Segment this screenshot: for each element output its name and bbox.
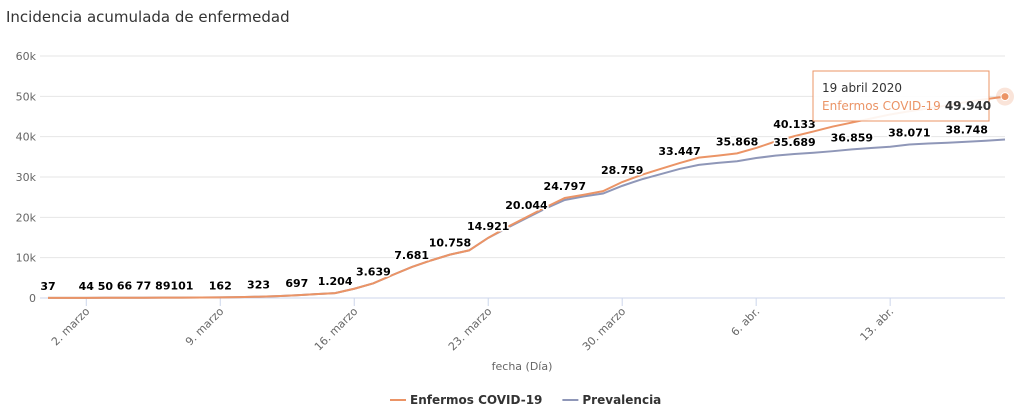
x-tick-label: 2. marzo xyxy=(49,305,93,349)
x-axis-label: fecha (Día) xyxy=(492,360,553,373)
data-label: 40.133 xyxy=(773,118,815,131)
data-label: 162 xyxy=(209,279,232,292)
legend-label: Enfermos COVID-19 xyxy=(410,393,542,407)
tooltip-box xyxy=(812,70,990,122)
data-label: 3.639 xyxy=(356,265,391,278)
series-line xyxy=(47,95,1006,299)
data-label: 36.859 xyxy=(831,131,873,144)
y-tick-label: 20k xyxy=(16,211,37,224)
data-label: 20.044 xyxy=(505,199,548,212)
legend-label: Prevalencia xyxy=(582,393,661,407)
tooltip-row: Enfermos COVID-19 49.940 xyxy=(822,99,991,113)
y-tick-label: 0 xyxy=(29,292,36,305)
data-label: 697 xyxy=(285,277,308,290)
chart-title: Incidencia acumulada de enfermedad xyxy=(6,8,290,26)
tooltip: 19 abril 2020 Enfermos COVID-19 49.940 xyxy=(812,70,991,122)
data-label: 35.689 xyxy=(773,136,815,149)
series-line xyxy=(47,138,1006,299)
data-label: 101 xyxy=(170,280,193,293)
data-label: 89 xyxy=(155,280,170,293)
x-tick-label: 16. marzo xyxy=(312,305,361,354)
x-tick-label: 6. abr. xyxy=(729,305,763,339)
x-tick-label: 9. marzo xyxy=(183,305,227,349)
tooltip-series: Enfermos COVID-19 xyxy=(822,99,941,113)
hover-marker xyxy=(1000,92,1010,102)
x-tick-label: 23. marzo xyxy=(446,305,495,354)
data-label: 323 xyxy=(247,279,270,292)
data-label: 24.797 xyxy=(544,180,586,193)
x-tick-label: 13. abr. xyxy=(858,305,897,344)
data-label: 10.758 xyxy=(429,237,471,250)
data-label: 35.868 xyxy=(716,135,758,148)
data-label: 38.748 xyxy=(945,124,987,137)
y-tick-label: 30k xyxy=(16,171,37,184)
data-label: 38.071 xyxy=(888,126,930,139)
data-label: 77 xyxy=(136,280,151,293)
tooltip-value: 49.940 xyxy=(945,99,991,113)
data-label: 66 xyxy=(117,280,133,293)
y-tick-label: 50k xyxy=(16,90,37,103)
data-label: 50 xyxy=(98,280,114,293)
data-label: 1.204 xyxy=(318,275,353,288)
data-label: 33.447 xyxy=(658,145,700,158)
tooltip-date: 19 abril 2020 xyxy=(822,81,902,95)
data-label: 7.681 xyxy=(394,249,429,262)
y-tick-label: 60k xyxy=(16,50,37,63)
data-label: 44 xyxy=(79,280,95,293)
x-tick-label: 30. marzo xyxy=(580,305,629,354)
y-tick-label: 40k xyxy=(16,131,37,144)
data-label: 28.759 xyxy=(601,164,643,177)
y-tick-label: 10k xyxy=(16,252,37,265)
data-label: 14.921 xyxy=(467,220,509,233)
data-label: 37 xyxy=(40,280,55,293)
